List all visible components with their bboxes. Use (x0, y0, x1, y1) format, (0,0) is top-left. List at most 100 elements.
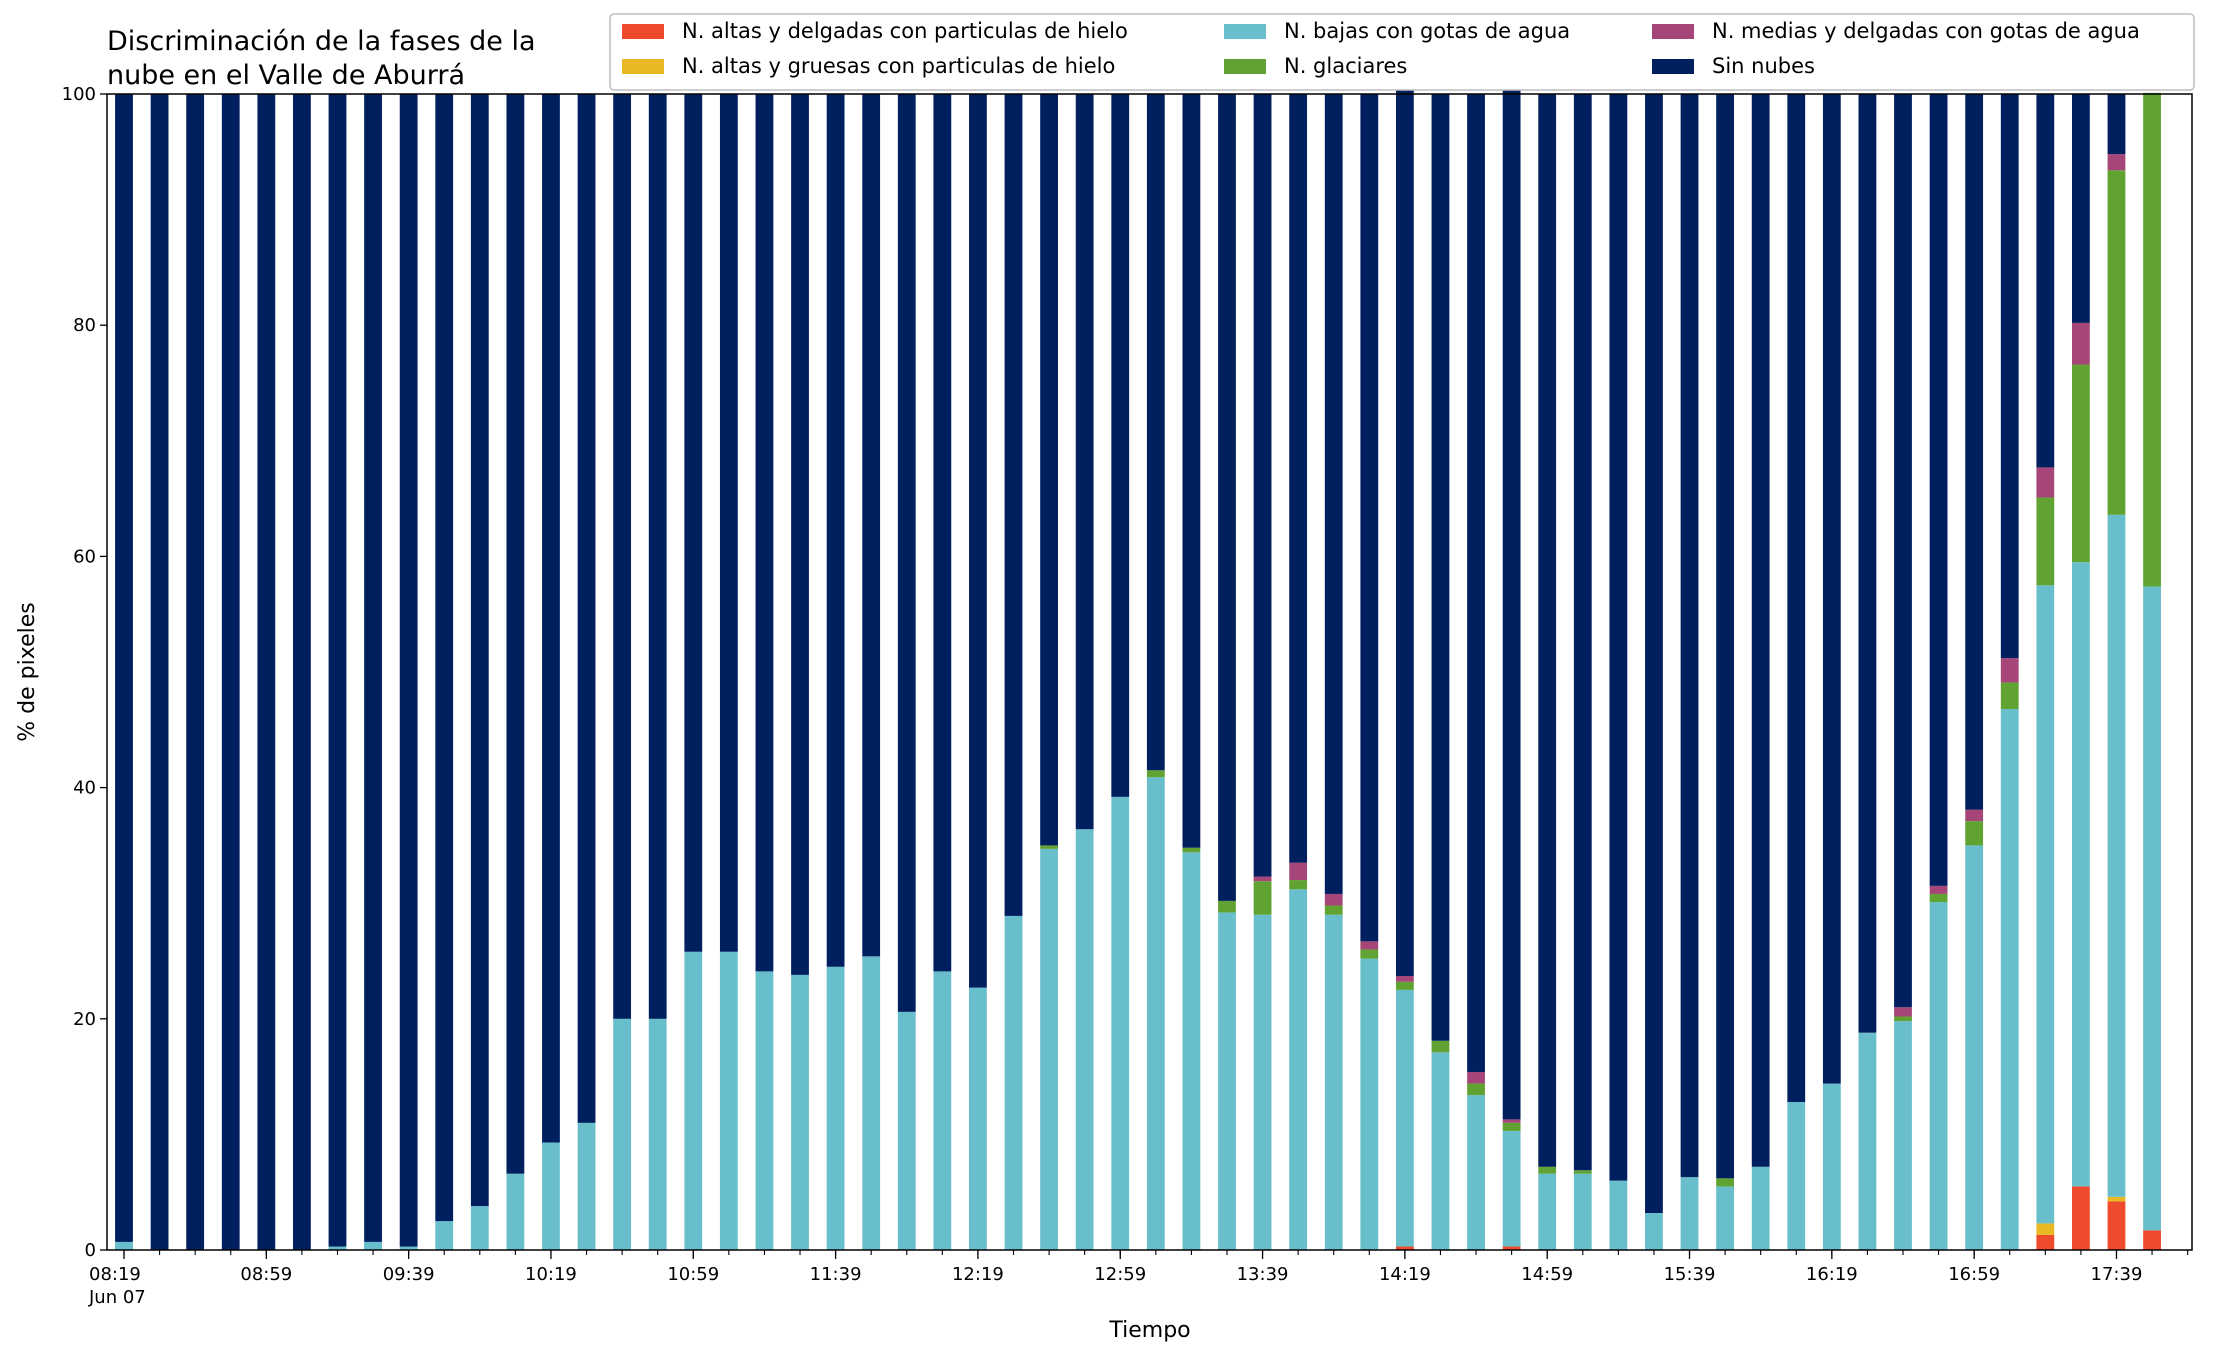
bar-segment-3-40 (1538, 1166, 1557, 1174)
legend-swatch-4 (1652, 24, 1694, 39)
bar-segment-2-26 (1040, 848, 1058, 1250)
x-tick-label-1: 08:59 (240, 1264, 292, 1285)
bar-segment-5-54 (2036, 94, 2055, 468)
bar-segment-5-41 (1573, 94, 1592, 1171)
x-tick-label-12: 16:19 (1806, 1264, 1858, 1285)
legend-swatch-5 (1652, 59, 1694, 74)
bar-segment-0-57 (2143, 1230, 2161, 1250)
bar-segment-3-36 (1395, 981, 1414, 990)
bar-segment-3-31 (1218, 900, 1236, 913)
bar-segment-2-14 (613, 1018, 632, 1250)
bar-segment-2-44 (1680, 1177, 1699, 1250)
bar-segment-3-32 (1253, 881, 1272, 915)
bar-segment-5-10 (470, 94, 489, 1207)
bar-segment-2-22 (897, 1011, 916, 1250)
bar-segment-3-45 (1716, 1178, 1734, 1187)
legend-label-0: N. altas y delgadas con particulas de hi… (682, 19, 1128, 43)
bar-segment-5-21 (862, 94, 881, 957)
bar-segment-2-49 (1858, 1032, 1877, 1250)
bar-segment-5-34 (1324, 94, 1343, 894)
y-axis-label: % de pixeles (15, 602, 40, 741)
bar-segment-2-33 (1289, 889, 1308, 1250)
bar-segment-5-0 (115, 94, 133, 1242)
bar-segment-2-55 (2072, 562, 2090, 1187)
x-tick-label-2: 09:39 (383, 1264, 435, 1285)
bar-segment-5-9 (435, 94, 454, 1222)
y-tick-label-3: 60 (73, 546, 96, 567)
x-tick-sublabel-0: Jun 07 (88, 1287, 146, 1308)
bar-segment-4-50 (1894, 1007, 1912, 1017)
bar-segment-2-35 (1360, 958, 1379, 1250)
bar-segment-3-41 (1573, 1170, 1592, 1174)
bar-segment-3-38 (1467, 1083, 1485, 1096)
bar-segment-5-55 (2072, 94, 2090, 323)
bar-segment-5-29 (1146, 94, 1165, 771)
bar-segment-5-45 (1716, 94, 1734, 1179)
bar-segment-2-27 (1075, 829, 1094, 1250)
bar-segment-2-13 (577, 1122, 596, 1250)
bar-segment-4-52 (1965, 809, 1984, 822)
bar-segment-5-8 (399, 94, 418, 1247)
legend-label-5: Sin nubes (1712, 54, 1815, 78)
bar-segment-3-55 (2072, 364, 2090, 563)
x-tick-label-9: 14:19 (1379, 1264, 1431, 1285)
bar-segment-4-38 (1467, 1071, 1485, 1084)
bar-segment-2-19 (791, 974, 809, 1250)
bar-segment-4-36 (1395, 976, 1414, 982)
bar-segment-5-51 (1929, 94, 1948, 886)
x-tick-label-8: 13:39 (1237, 1264, 1289, 1285)
bar-segment-3-29 (1146, 770, 1165, 778)
bar-segment-5-25 (1004, 94, 1023, 916)
chart-title-line-2: nube en el Valle de Aburrá (107, 60, 465, 91)
bar-segment-5-31 (1218, 94, 1236, 901)
bar-segment-0-39 (1502, 1246, 1521, 1250)
bar-segment-2-45 (1716, 1186, 1734, 1250)
bar-segment-5-53 (2000, 94, 2019, 659)
bar-segment-3-26 (1040, 845, 1058, 849)
bar-segment-2-17 (719, 951, 738, 1250)
bar-segment-2-56 (2107, 514, 2126, 1197)
bar-segment-5-22 (897, 94, 916, 1012)
bar-segment-5-6 (328, 94, 347, 1247)
bar-segment-2-6 (328, 1246, 347, 1250)
bar-segment-2-21 (862, 956, 881, 1250)
bar-segment-5-46 (1751, 94, 1770, 1167)
bar-segment-2-20 (826, 966, 845, 1250)
bar-segment-5-5 (293, 94, 311, 1250)
bar-segment-5-36 (1395, 90, 1414, 977)
bar-segment-5-12 (542, 94, 560, 1143)
bar-segment-2-25 (1004, 915, 1023, 1250)
bar-segment-2-0 (115, 1241, 133, 1250)
bar-segment-2-37 (1431, 1052, 1450, 1250)
y-tick-label-0: 0 (85, 1240, 96, 1261)
bar-segment-3-56 (2107, 170, 2126, 515)
bar-segment-5-56 (2107, 94, 2126, 155)
bar-segment-2-36 (1395, 989, 1414, 1247)
x-tick-label-0: 08:19 (89, 1264, 141, 1285)
bar-segment-2-57 (2143, 586, 2161, 1231)
x-tick-label-4: 10:59 (667, 1264, 719, 1285)
bar-segment-2-30 (1182, 852, 1201, 1250)
bar-segment-3-39 (1502, 1122, 1521, 1131)
bar-segment-5-50 (1894, 94, 1912, 1008)
bar-segment-2-43 (1645, 1213, 1663, 1250)
legend-frame (609, 13, 2195, 91)
x-tick-label-10: 14:59 (1521, 1264, 1573, 1285)
bar-segment-3-51 (1929, 893, 1948, 903)
bar-segment-2-54 (2036, 585, 2055, 1224)
bar-segment-2-7 (364, 1241, 382, 1250)
bar-segment-5-30 (1182, 94, 1201, 848)
bar-segment-2-41 (1573, 1173, 1592, 1250)
bar-segment-5-20 (826, 94, 845, 967)
bar-segment-5-1 (150, 94, 169, 1250)
bar-segment-2-38 (1467, 1095, 1485, 1250)
bar-segment-2-40 (1538, 1173, 1557, 1250)
bar-segment-2-48 (1822, 1083, 1841, 1250)
x-tick-label-11: 15:39 (1664, 1264, 1716, 1285)
bar-segment-5-23 (933, 94, 952, 972)
bar-segment-5-19 (791, 94, 809, 975)
y-tick-label-1: 20 (73, 1009, 96, 1030)
bar-segment-0-56 (2107, 1201, 2126, 1250)
bar-segment-2-31 (1218, 912, 1236, 1250)
